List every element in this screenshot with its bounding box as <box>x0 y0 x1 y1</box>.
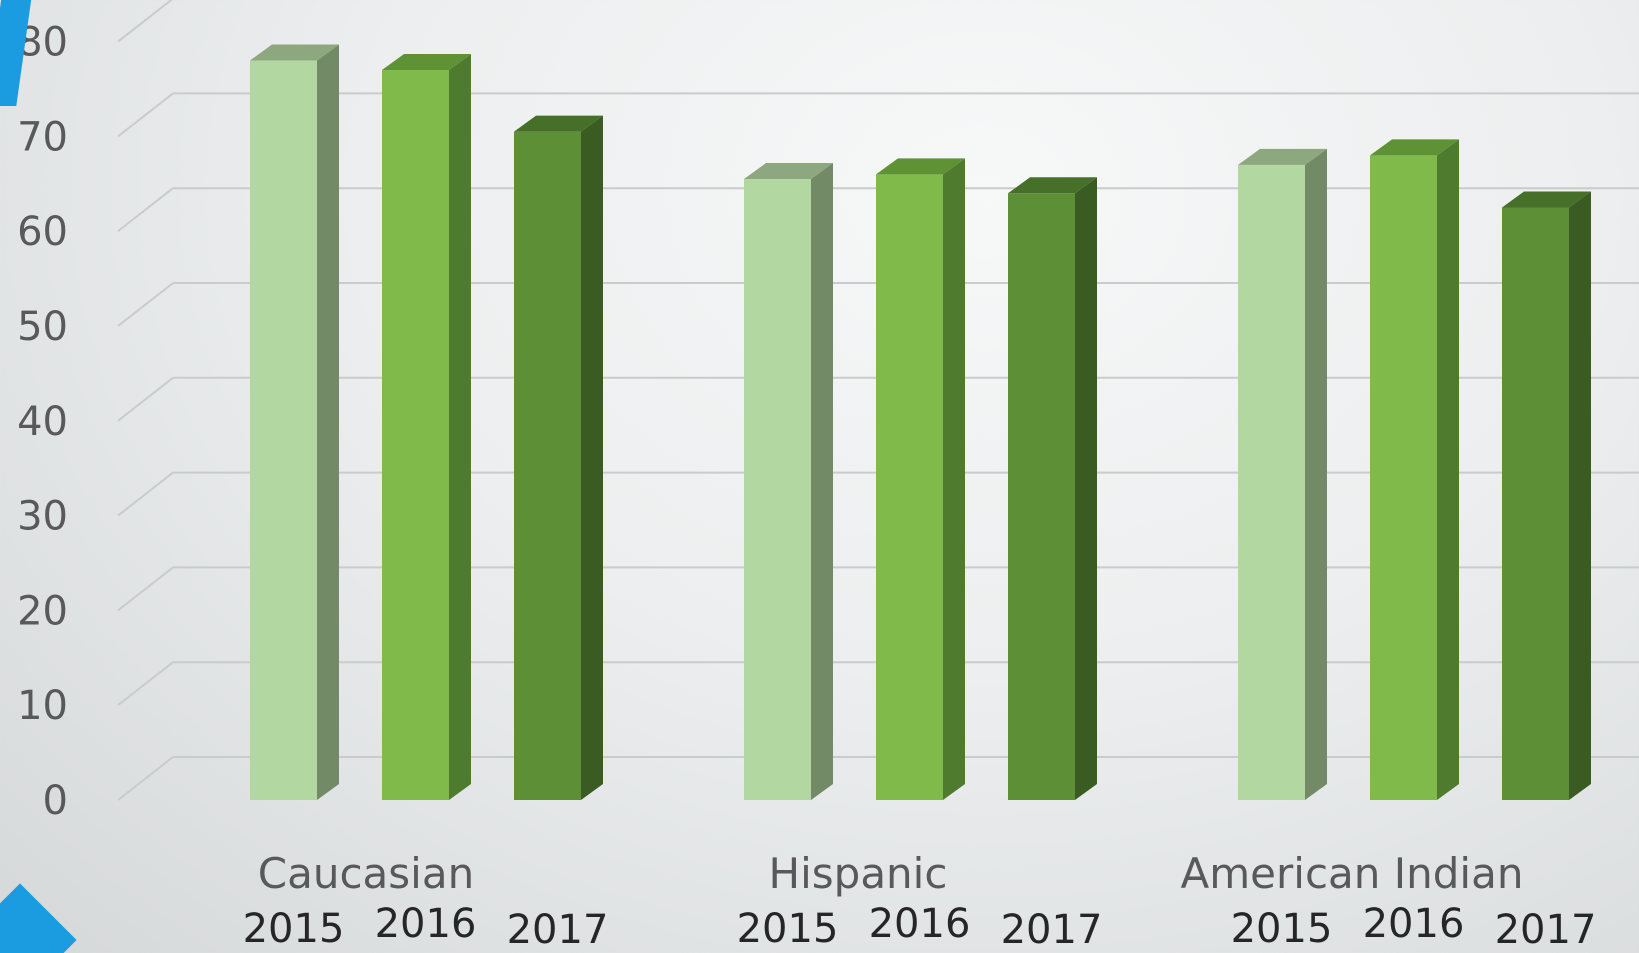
bar-top-caucasian-2017 <box>514 115 603 132</box>
bar-side-caucasian-2016 <box>449 54 471 801</box>
bar-top-american-indian-2016 <box>1370 139 1459 156</box>
y-tick-label: 10 <box>17 683 68 729</box>
bar-american-indian-2015 <box>1238 164 1305 801</box>
gridline-diagonal-30 <box>117 471 174 517</box>
bar-american-indian-2016 <box>1370 155 1437 801</box>
year-label: 2015 <box>1231 906 1333 952</box>
bar-caucasian-2015 <box>250 60 317 801</box>
category-label-american-indian: American Indian <box>1181 849 1524 898</box>
bar-caucasian-2017 <box>514 131 581 800</box>
bar-top-caucasian-2015 <box>250 44 339 61</box>
y-tick-label: 40 <box>17 399 68 445</box>
bar-side-caucasian-2017 <box>581 115 603 800</box>
year-label: 2017 <box>507 907 609 953</box>
bar-top-hispanic-2017 <box>1008 177 1097 194</box>
year-label: 2015 <box>737 906 839 952</box>
year-label: 2015 <box>243 906 345 952</box>
y-tick-label: 70 <box>17 114 68 160</box>
year-label: 2017 <box>1495 907 1597 953</box>
y-tick-label: 60 <box>17 209 68 255</box>
gridline-diagonal-0 <box>117 756 174 801</box>
bar-top-american-indian-2015 <box>1238 148 1327 165</box>
bar-side-hispanic-2015 <box>811 163 833 800</box>
gridline-diagonal-20 <box>117 566 174 612</box>
bar-hispanic-2015 <box>744 179 811 800</box>
gridline-diagonal-60 <box>117 187 174 232</box>
bar-hispanic-2017 <box>1008 193 1075 800</box>
year-label: 2016 <box>869 901 971 947</box>
bar-side-american-indian-2016 <box>1437 139 1459 801</box>
y-tick-label: 50 <box>17 304 68 350</box>
category-label-caucasian: Caucasian <box>258 849 474 898</box>
bar-side-american-indian-2017 <box>1569 191 1591 800</box>
category-label-hispanic: Hispanic <box>769 849 948 898</box>
bar-top-american-indian-2017 <box>1502 191 1591 208</box>
bar-top-caucasian-2016 <box>382 54 471 71</box>
gridline-diagonal-10 <box>117 661 174 706</box>
gridline-diagonal-50 <box>117 282 174 327</box>
bar-side-american-indian-2015 <box>1305 148 1327 801</box>
gridline-diagonal-70 <box>117 92 174 138</box>
bar-caucasian-2016 <box>382 70 449 801</box>
bar-side-caucasian-2015 <box>317 44 339 801</box>
bar-top-hispanic-2016 <box>876 158 965 175</box>
bar-american-indian-2017 <box>1502 207 1569 800</box>
gridline-diagonal-80 <box>117 0 173 43</box>
year-label: 2017 <box>1001 907 1103 953</box>
year-label: 2016 <box>375 901 477 947</box>
gridline-diagonal-40 <box>117 377 174 422</box>
bar-hispanic-2016 <box>876 174 943 800</box>
y-tick-label: 30 <box>17 494 68 540</box>
year-label: 2016 <box>1363 901 1465 947</box>
y-tick-label: 20 <box>17 588 68 634</box>
bar-top-hispanic-2015 <box>744 163 833 180</box>
bar-side-hispanic-2017 <box>1075 177 1097 800</box>
bar-side-hispanic-2016 <box>943 158 965 800</box>
y-tick-label: 0 <box>43 778 68 824</box>
